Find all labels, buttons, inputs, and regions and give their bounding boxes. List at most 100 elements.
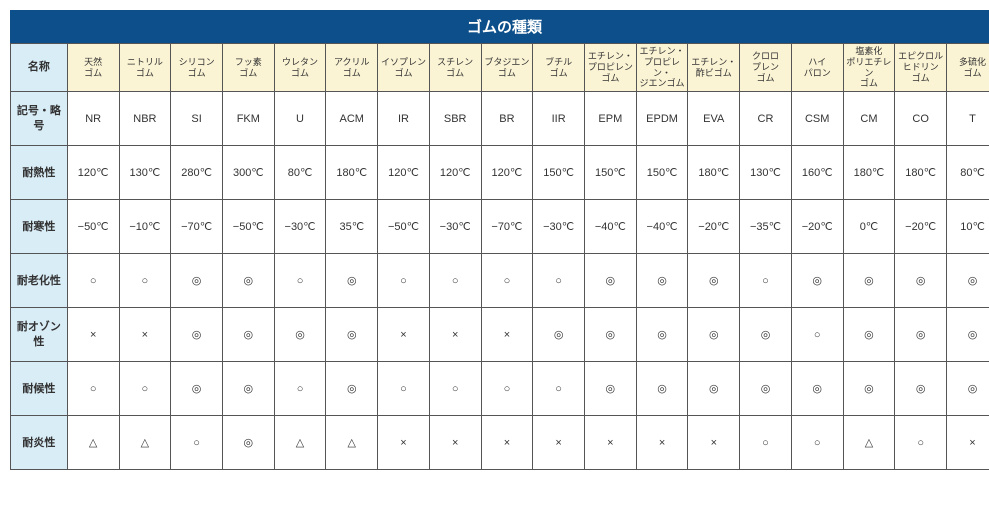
data-cell: ◎ — [222, 254, 274, 308]
data-cell: ○ — [119, 254, 171, 308]
column-header: スチレンゴム — [429, 44, 481, 92]
data-cell: ○ — [378, 254, 430, 308]
data-cell: BR — [481, 92, 533, 146]
data-cell: FKM — [222, 92, 274, 146]
data-cell: ○ — [791, 416, 843, 470]
column-header: ハイパロン — [791, 44, 843, 92]
data-cell: ◎ — [791, 362, 843, 416]
data-cell: ◎ — [688, 308, 740, 362]
column-header: エチレン・プロピレン・ジエンゴム — [636, 44, 688, 92]
data-cell: ○ — [67, 254, 119, 308]
data-cell: ◎ — [688, 362, 740, 416]
column-header: エピクロルヒドリンゴム — [895, 44, 947, 92]
data-cell: ◎ — [171, 362, 223, 416]
table-row: 耐炎性△△○◎△△×××××××○○△○× — [11, 416, 989, 470]
data-cell: 150℃ — [533, 146, 585, 200]
data-cell: ○ — [740, 416, 792, 470]
data-cell: ◎ — [843, 254, 895, 308]
data-cell: ○ — [67, 362, 119, 416]
data-cell: ACM — [326, 92, 378, 146]
data-cell: ◎ — [947, 254, 989, 308]
data-cell: ◎ — [326, 308, 378, 362]
data-cell: ◎ — [843, 362, 895, 416]
data-cell: ○ — [274, 254, 326, 308]
column-header: ニトリルゴム — [119, 44, 171, 92]
data-cell: −10℃ — [119, 200, 171, 254]
data-cell: −50℃ — [67, 200, 119, 254]
data-cell: × — [119, 308, 171, 362]
data-cell: SI — [171, 92, 223, 146]
data-cell: −20℃ — [791, 200, 843, 254]
data-cell: ◎ — [326, 362, 378, 416]
data-cell: ◎ — [843, 308, 895, 362]
data-cell: × — [481, 308, 533, 362]
data-cell: 120℃ — [378, 146, 430, 200]
row-header: 耐寒性 — [11, 200, 68, 254]
data-cell: 10℃ — [947, 200, 989, 254]
data-cell: U — [274, 92, 326, 146]
data-cell: × — [429, 308, 481, 362]
data-cell: ○ — [429, 362, 481, 416]
data-cell: ◎ — [584, 254, 636, 308]
data-cell: ◎ — [947, 308, 989, 362]
data-cell: 150℃ — [636, 146, 688, 200]
column-header: ウレタンゴム — [274, 44, 326, 92]
data-cell: × — [533, 416, 585, 470]
data-cell: 180℃ — [843, 146, 895, 200]
data-cell: −30℃ — [533, 200, 585, 254]
data-cell: EPDM — [636, 92, 688, 146]
data-cell: NR — [67, 92, 119, 146]
data-cell: ◎ — [636, 254, 688, 308]
table-row: 耐老化性○○◎◎○◎○○○○◎◎◎○◎◎◎◎ — [11, 254, 989, 308]
data-cell: 120℃ — [481, 146, 533, 200]
panel-title: ゴムの種類 — [10, 10, 989, 43]
data-cell: 80℃ — [947, 146, 989, 200]
data-cell: 160℃ — [791, 146, 843, 200]
data-cell: △ — [326, 416, 378, 470]
table-row: 耐オゾン性××◎◎◎◎×××◎◎◎◎◎○◎◎◎ — [11, 308, 989, 362]
column-header: エチレン・プロピレンゴム — [584, 44, 636, 92]
data-cell: △ — [274, 416, 326, 470]
data-cell: 130℃ — [740, 146, 792, 200]
column-header: ブタジエンゴム — [481, 44, 533, 92]
data-cell: △ — [119, 416, 171, 470]
data-cell: ○ — [119, 362, 171, 416]
column-header: クロロプレンゴム — [740, 44, 792, 92]
data-cell: ◎ — [222, 362, 274, 416]
data-cell: 0℃ — [843, 200, 895, 254]
data-cell: ○ — [274, 362, 326, 416]
data-cell: 300℃ — [222, 146, 274, 200]
data-cell: 180℃ — [326, 146, 378, 200]
data-cell: 180℃ — [688, 146, 740, 200]
data-cell: EVA — [688, 92, 740, 146]
data-cell: CM — [843, 92, 895, 146]
data-cell: × — [378, 416, 430, 470]
column-header: ブチルゴム — [533, 44, 585, 92]
table-row: 耐候性○○◎◎○◎○○○○◎◎◎◎◎◎◎◎ — [11, 362, 989, 416]
data-cell: −30℃ — [429, 200, 481, 254]
data-cell: ○ — [171, 416, 223, 470]
data-cell: ○ — [740, 254, 792, 308]
row-header: 記号・略号 — [11, 92, 68, 146]
column-header: エチレン・酢ビゴム — [688, 44, 740, 92]
data-cell: ○ — [378, 362, 430, 416]
rubber-types-table: 名称天然ゴムニトリルゴムシリコンゴムフッ素ゴムウレタンゴムアクリルゴムイソプレン… — [10, 43, 989, 470]
data-cell: T — [947, 92, 989, 146]
row-header: 耐熱性 — [11, 146, 68, 200]
data-cell: × — [636, 416, 688, 470]
data-cell: × — [947, 416, 989, 470]
data-cell: −40℃ — [636, 200, 688, 254]
data-cell: △ — [67, 416, 119, 470]
data-cell: 80℃ — [274, 146, 326, 200]
column-header: フッ素ゴム — [222, 44, 274, 92]
data-cell: EPM — [584, 92, 636, 146]
data-cell: ○ — [481, 362, 533, 416]
data-cell: ◎ — [895, 362, 947, 416]
data-cell: 120℃ — [67, 146, 119, 200]
data-cell: ◎ — [222, 308, 274, 362]
data-cell: −70℃ — [171, 200, 223, 254]
rubber-types-panel: ゴムの種類 名称天然ゴムニトリルゴムシリコンゴムフッ素ゴムウレタンゴムアクリルゴ… — [10, 10, 989, 470]
column-header: アクリルゴム — [326, 44, 378, 92]
table-row: 記号・略号NRNBRSIFKMUACMIRSBRBRIIREPMEPDMEVAC… — [11, 92, 989, 146]
data-cell: × — [67, 308, 119, 362]
